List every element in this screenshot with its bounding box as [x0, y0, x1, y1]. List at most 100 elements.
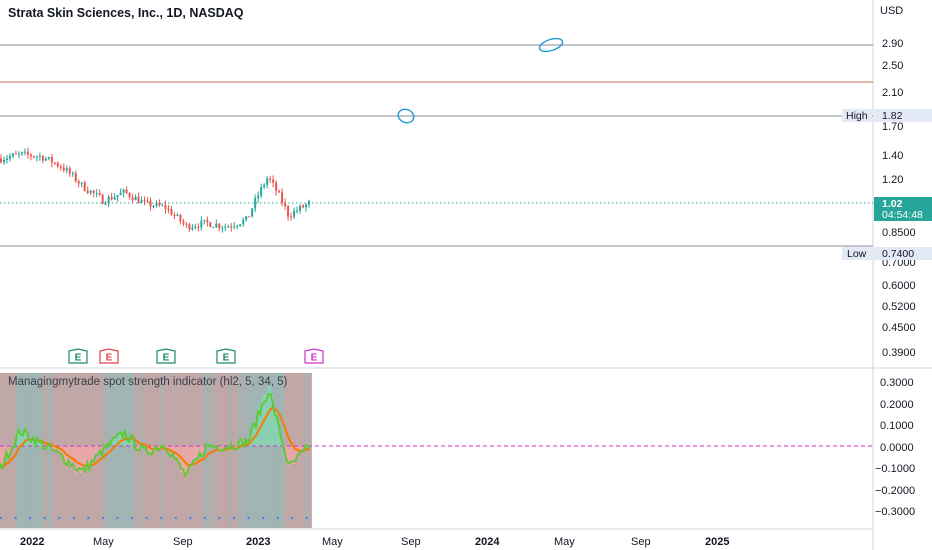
candle-body — [182, 221, 185, 224]
oscillator-band — [257, 373, 259, 528]
candle-body — [194, 226, 197, 228]
candle-body — [197, 226, 200, 228]
indicator-tick: 0.3000 — [880, 377, 914, 389]
oscillator-dot — [262, 517, 265, 519]
oscillator-dot — [58, 517, 61, 519]
candle-body — [26, 151, 29, 155]
oscillator-histogram-bar — [192, 446, 195, 463]
svg-text:E: E — [106, 353, 113, 364]
earnings-marker[interactable]: E — [99, 348, 119, 364]
oscillator-histogram-bar — [1, 446, 3, 472]
oscillator-band — [207, 373, 209, 528]
oscillator-band — [40, 373, 43, 528]
svg-text:E: E — [75, 353, 82, 364]
candle-body — [308, 201, 310, 205]
candle-body — [59, 166, 62, 168]
oscillator-band — [271, 373, 274, 528]
oscillator-band — [130, 373, 132, 528]
oscillator-band — [140, 373, 143, 528]
oscillator-band — [279, 373, 282, 528]
oscillator-histogram-bar — [57, 446, 60, 454]
oscillator-band — [261, 373, 264, 528]
earnings-marker[interactable]: E — [68, 348, 88, 364]
oscillator-band — [232, 373, 234, 528]
oscillator-histogram-bar — [80, 446, 82, 473]
earnings-marker[interactable]: E — [156, 348, 176, 364]
candle-body — [278, 191, 281, 193]
candle-body — [185, 223, 188, 225]
ellipse-annotation[interactable] — [538, 36, 564, 54]
candle-body — [224, 226, 227, 228]
oscillator-histogram-bar — [292, 446, 295, 464]
oscillator-histogram-bar — [186, 446, 189, 478]
candle-body — [260, 186, 263, 196]
oscillator-band — [263, 373, 266, 528]
candle-body — [0, 158, 2, 163]
oscillator-band — [275, 373, 278, 528]
candle-body — [35, 156, 38, 158]
oscillator-band — [259, 373, 261, 528]
candle-body — [95, 192, 98, 194]
earnings-marker[interactable]: E — [216, 348, 236, 364]
oscillator-band — [123, 373, 126, 528]
oscillator-histogram-bar — [277, 421, 280, 446]
oscillator-histogram-bar — [86, 446, 89, 466]
indicator-pane: Managingmytrade spot strength indicator … — [0, 373, 873, 528]
candle-body — [125, 189, 128, 194]
oscillator-band — [161, 373, 164, 528]
oscillator-histogram-bar — [194, 446, 197, 463]
candle-body — [248, 216, 251, 218]
last-price-value: 1.02 — [882, 198, 903, 210]
oscillator-band — [21, 373, 24, 528]
low-label: Low 0.7400 — [842, 247, 932, 260]
candle-body — [74, 173, 77, 182]
oscillator-dot — [87, 517, 90, 519]
oscillator-dot — [189, 517, 192, 519]
ellipse-annotation[interactable] — [396, 107, 415, 125]
candle-body — [38, 155, 41, 157]
oscillator-dot — [247, 517, 250, 519]
oscillator-band — [255, 373, 257, 528]
indicator-title: Managingmytrade spot strength indicator … — [8, 376, 288, 388]
oscillator-band — [26, 373, 28, 528]
oscillator-histogram-bar — [257, 406, 259, 446]
candle-body — [233, 226, 236, 228]
candle-body — [32, 156, 35, 158]
candle-body — [65, 168, 68, 171]
oscillator-histogram-bar — [26, 430, 28, 446]
candle-body — [215, 223, 218, 228]
oscillator-band — [248, 373, 251, 528]
candle-body — [110, 196, 113, 200]
price-tick: 0.3900 — [882, 347, 916, 359]
time-tick: May — [322, 536, 343, 548]
oscillator-histogram-bar — [265, 394, 268, 446]
candle-body — [2, 159, 5, 163]
oscillator-histogram-bar — [84, 446, 87, 476]
oscillator-band — [30, 373, 33, 528]
indicator-axis[interactable]: 0.3000 0.2000 0.1000 0.0000 −0.1000 −0.2… — [875, 377, 915, 518]
oscillator-band — [24, 373, 26, 528]
candle-body — [50, 157, 53, 163]
oscillator-dot — [174, 517, 177, 519]
candle-body — [8, 156, 11, 159]
oscillator-band — [13, 373, 16, 528]
oscillator-histogram-bar — [273, 410, 276, 446]
oscillator-histogram-bar — [271, 395, 274, 446]
earnings-marker[interactable]: E — [304, 348, 324, 364]
oscillator-histogram-bar — [221, 446, 224, 452]
price-axis[interactable]: 2.90 2.50 2.10 1.70 1.40 1.20 0.8500 0.7… — [882, 38, 916, 359]
oscillator-band — [134, 373, 137, 528]
candle-body — [113, 197, 116, 200]
candle-body — [245, 216, 248, 220]
time-axis[interactable]: 2022 May Sep 2023 May Sep 2024 May Sep 2… — [20, 536, 729, 548]
oscillator-dot — [116, 517, 119, 519]
oscillator-band — [117, 373, 120, 528]
candle-body — [206, 219, 209, 223]
oscillator-histogram-bar — [38, 441, 41, 446]
oscillator-band — [11, 373, 14, 528]
oscillator-dot — [43, 517, 46, 519]
oscillator-band — [269, 373, 272, 528]
candle-body — [29, 154, 32, 157]
oscillator-histogram-bar — [90, 446, 93, 463]
oscillator-band — [103, 373, 105, 528]
